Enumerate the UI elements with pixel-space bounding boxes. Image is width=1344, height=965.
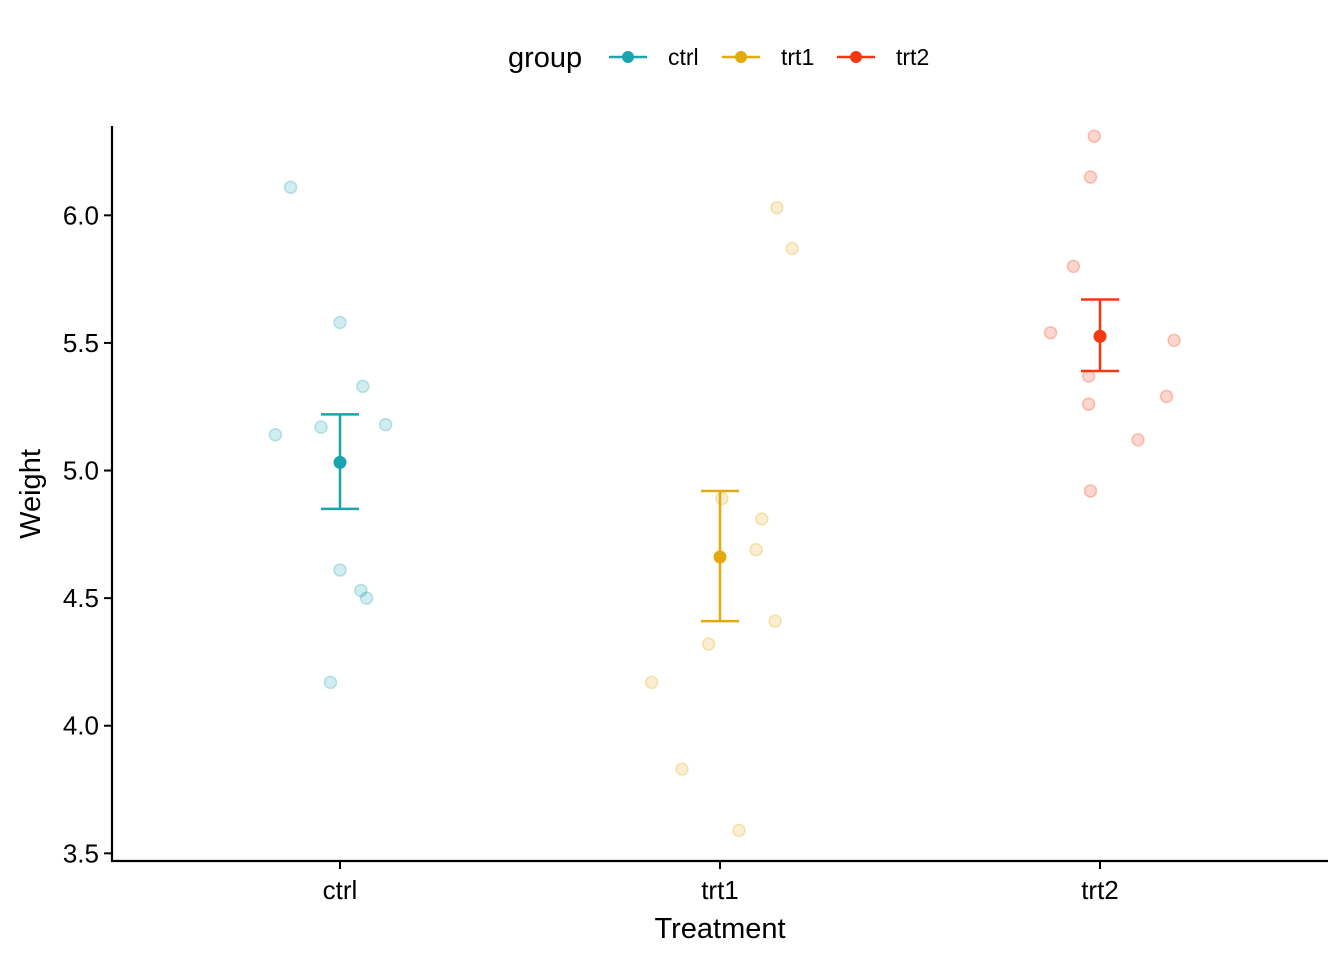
data-point-ctrl [333, 563, 347, 577]
data-point-trt2 [1083, 484, 1098, 498]
y-axis-title: Weight [15, 449, 47, 539]
data-point-trt2 [1066, 259, 1081, 274]
legend-entry-trt1: trt1 [722, 44, 814, 70]
data-point-trt1 [768, 614, 782, 628]
data-point-ctrl [268, 428, 283, 442]
mean-point-trt2 [1093, 329, 1107, 343]
x-axis-title: Treatment [654, 913, 785, 945]
data-point-trt2 [1167, 333, 1181, 348]
data-point-ctrl [314, 420, 328, 434]
data-point-trt2 [1159, 389, 1174, 404]
data-point-ctrl [333, 315, 347, 330]
x-tick-label: trt2 [1081, 875, 1119, 905]
mean-point-ctrl [333, 455, 347, 469]
data-point-trt1 [675, 762, 689, 776]
data-point-trt1 [732, 823, 746, 838]
legend-key-dot-trt2 [850, 51, 862, 63]
legend-key-dot-ctrl [622, 51, 634, 63]
y-ticks: 3.5 4.0 4.5 5.0 5.5 6.0 [63, 200, 112, 868]
data-point-ctrl [323, 675, 338, 690]
data-point-trt1 [644, 675, 659, 690]
data-point-ctrl [359, 591, 374, 605]
mean-point-trt1 [713, 550, 727, 564]
legend-label-trt1: trt1 [781, 44, 814, 70]
data-point-trt1 [701, 637, 716, 651]
data-point-ctrl [283, 180, 298, 194]
data-point-trt2 [1081, 397, 1096, 411]
data-point-trt1 [770, 200, 784, 215]
points-layer [268, 129, 1181, 838]
data-point-trt2 [1083, 170, 1098, 184]
data-point-trt2 [1087, 129, 1102, 143]
y-tick-label: 5.0 [63, 456, 99, 486]
y-tick-label: 4.0 [63, 711, 99, 741]
legend-title: group [508, 42, 582, 74]
y-tick-label: 4.5 [63, 583, 99, 613]
legend-label-trt2: trt2 [896, 44, 929, 70]
y-tick-label: 3.5 [63, 838, 99, 868]
data-point-trt1 [749, 542, 763, 557]
y-tick-label: 6.0 [63, 200, 99, 230]
legend-entry-ctrl: ctrl [609, 44, 699, 70]
y-tick-label: 5.5 [63, 328, 99, 358]
legend-key-dot-trt1 [735, 51, 747, 63]
errorbar-layer [321, 298, 1119, 623]
data-point-trt2 [1043, 325, 1058, 340]
data-point-trt2 [1131, 433, 1145, 447]
legend-label-ctrl: ctrl [668, 44, 699, 70]
data-point-ctrl [378, 417, 393, 432]
data-point-trt1 [755, 512, 769, 526]
legend-entry-trt2: trt2 [837, 44, 929, 70]
data-point-ctrl [354, 583, 368, 598]
x-ticks: ctrl trt1 trt2 [323, 861, 1119, 905]
x-tick-label: ctrl [323, 875, 358, 905]
x-tick-label: trt1 [701, 875, 739, 905]
data-point-ctrl [356, 379, 370, 394]
data-point-trt1 [785, 241, 799, 256]
legend: group ctrl trt1 trt2 [508, 42, 929, 74]
data-point-trt1 [715, 491, 729, 506]
